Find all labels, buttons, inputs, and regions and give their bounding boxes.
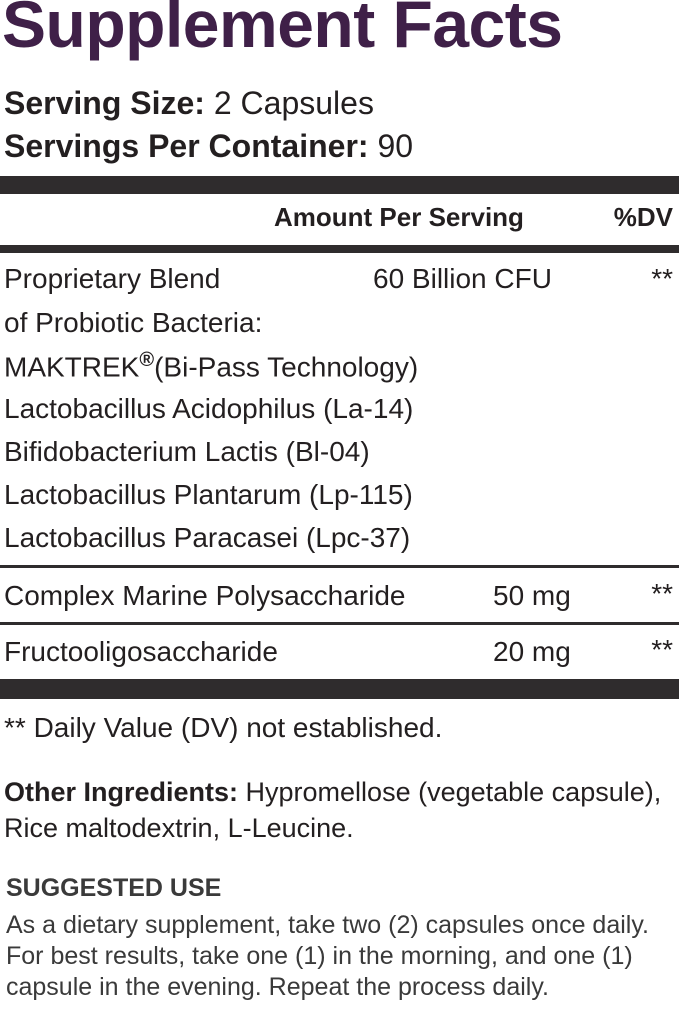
suggested-use-title: SUGGESTED USE — [6, 874, 222, 902]
other-ingredients: Other Ingredients: Hypromellose (vegetab… — [4, 774, 664, 846]
thick-divider-top — [0, 176, 679, 194]
serving-size-label: Serving Size: — [4, 85, 205, 121]
strain-item: Bifidobacterium Lactis (Bl-04) — [4, 436, 370, 467]
ingredient-amount: 50 mg — [493, 580, 571, 611]
header-amount-per-serving: Amount Per Serving — [274, 202, 524, 232]
registered-mark: ® — [139, 349, 155, 371]
blend-name-line1: Proprietary Blend — [4, 263, 221, 294]
supplement-facts-title: Supplement Facts — [2, 0, 563, 61]
servings-per-container-label: Servings Per Container: — [4, 128, 369, 164]
ingredient-amount: 20 mg — [493, 636, 571, 667]
ingredient-dv: ** — [651, 578, 673, 609]
serving-size-value: 2 Capsules — [213, 85, 374, 121]
other-ingredients-label: Other Ingredients: — [4, 777, 239, 807]
maktrek-desc: (Bi-Pass Technology) — [154, 351, 419, 383]
servings-per-container: Servings Per Container: 90 — [4, 128, 413, 165]
strain-item: Lactobacillus Acidophilus (La-14) — [4, 393, 414, 424]
strain-item: Lactobacillus Paracasei (Lpc-37) — [4, 522, 411, 553]
ingredient-dv: ** — [651, 634, 673, 665]
serving-size: Serving Size: 2 Capsules — [4, 85, 374, 122]
ingredient-name: Complex Marine Polysaccharide — [4, 580, 406, 611]
thick-divider-bottom — [0, 679, 679, 699]
maktrek-name: MAKTREK — [4, 351, 140, 383]
row-divider — [0, 622, 679, 625]
header-dv: %DV — [613, 202, 673, 232]
blend-name-line2: of Probiotic Bacteria: — [4, 307, 263, 338]
dv-footnote: ** Daily Value (DV) not established. — [4, 712, 443, 743]
blend-dv: ** — [651, 263, 673, 294]
row-divider — [0, 565, 679, 568]
ingredient-name: Fructooligosaccharide — [4, 636, 278, 667]
strain-item: Lactobacillus Plantarum (Lp-115) — [4, 479, 413, 510]
other-ingredients-text: Hypromellose (vegetable capsule), Rice m… — [4, 777, 662, 843]
header-divider — [0, 245, 679, 253]
blend-amount: 60 Billion CFU — [373, 263, 552, 294]
suggested-use-text: As a dietary supplement, take two (2) ca… — [6, 911, 649, 1001]
servings-per-container-value: 90 — [377, 128, 414, 164]
maktrek-line: MAKTREK®(Bi-Pass Technology) — [4, 349, 418, 383]
